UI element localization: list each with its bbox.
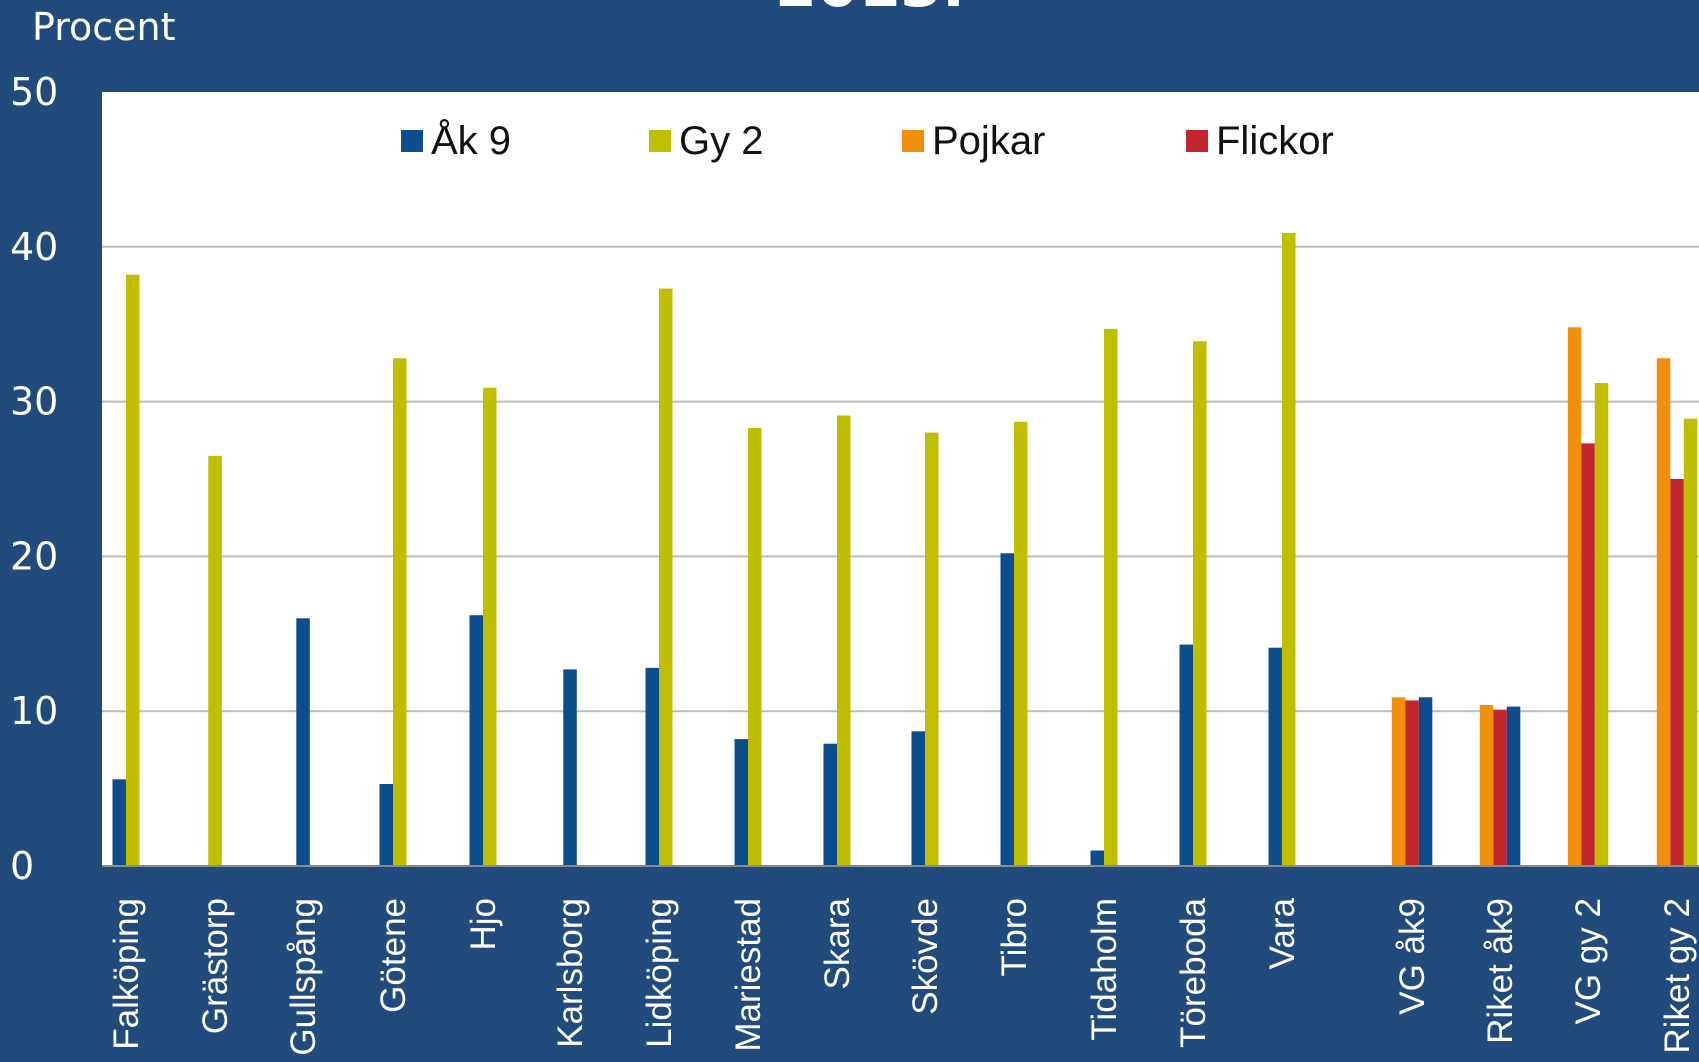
bar-gy2-1 [208,455,222,866]
bar-gy2-9 [925,432,939,866]
x-tick-label: Vara [1263,897,1302,969]
bar-gy2-4 [483,387,497,866]
bar-k9-2 [296,618,310,866]
bar-pojkar-15 [1479,705,1494,866]
y-tick-label: 50 [10,70,58,114]
bar-k9-5 [563,669,577,866]
legend-swatch [902,130,924,152]
bar-pojkar-16 [1567,327,1582,866]
y-tick-label: 0 [10,844,34,888]
y-tick-label: 40 [10,225,58,269]
x-tick-label: Riket gy 2 [1658,898,1697,1054]
plot-area [102,92,1699,866]
bar-gy2-12 [1193,341,1207,866]
x-axis-ticks: Falköping Grästorp Gullspång Götene Hjo Karls… [107,897,1697,1055]
bar-gy2-3 [393,358,407,866]
x-tick-label: Falköping [107,898,146,1050]
x-tick-label: Skövde [906,898,945,1015]
legend-swatch [401,130,423,152]
bar-k9-7 [734,739,748,866]
bars [112,232,1698,867]
x-tick-label: Mariestad [729,898,768,1052]
x-tick-label: VG åk9 [1393,898,1432,1015]
bar-flickor-16 [1581,443,1595,866]
bar-gy2-7 [748,427,762,866]
bar-gy2-16 [1594,383,1609,866]
bar-gy2-8 [837,415,851,866]
chart-title: 2013. [775,0,965,21]
bar-k9-15 [1506,706,1521,866]
bar-pojkar-14 [1391,697,1406,866]
x-tick-label: Tibro [995,898,1034,976]
x-tick-label: Hjo [464,898,503,951]
legend-swatch [649,130,671,152]
x-tick-label: Gullspång [284,898,323,1056]
bar-flickor-17 [1670,479,1684,866]
y-tick-label: 10 [10,689,58,733]
x-tick-label: Skara [818,897,857,989]
bar-k9-14 [1418,697,1433,866]
bar-k9-12 [1179,644,1193,866]
legend: Åk 9 Gy 2 Pojkar Flickor [401,118,1334,163]
x-tick-label: Riket åk9 [1481,898,1520,1044]
bar-gy2-0 [126,274,140,866]
bar-k9-8 [823,743,837,866]
bar-k9-4 [469,615,483,866]
bar-gy2-13 [1282,232,1296,866]
bar-k9-6 [645,667,659,866]
legend-label: Åk 9 [431,118,511,163]
bar-gy2-6 [659,288,673,867]
bar-k9-13 [1268,647,1282,866]
x-tick-label: Grästorp [196,898,235,1034]
legend-label: Pojkar [932,119,1045,163]
bar-k9-3 [379,784,393,866]
bar-k9-11 [1090,850,1104,866]
y-axis-ticks: 0 10 20 30 40 50 [10,70,58,888]
y-axis-label: Procent [32,5,176,49]
x-tick-label: Töreboda [1174,897,1213,1047]
y-tick-label: 20 [10,534,58,578]
bar-gy2-11 [1104,328,1118,866]
bar-flickor-15 [1493,709,1507,866]
x-tick-label: VG gy 2 [1569,898,1608,1024]
bar-gy2-17 [1683,418,1698,866]
legend-label: Flickor [1216,119,1334,163]
bar-k9-10 [1000,553,1014,866]
legend-label: Gy 2 [679,119,763,163]
x-tick-label: Tidaholm [1085,898,1124,1041]
x-tick-label: Lidköping [640,898,679,1048]
gridlines [102,245,1699,713]
bar-flickor-14 [1405,700,1419,866]
bar-pojkar-17 [1656,358,1671,866]
x-tick-label: Götene [374,898,413,1013]
bar-gy2-10 [1014,421,1028,866]
y-tick-label: 30 [10,380,58,424]
bar-k9-0 [112,779,126,866]
legend-swatch [1186,130,1208,152]
bar-k9-9 [911,731,925,866]
x-tick-label: Karlsborg [551,898,590,1048]
